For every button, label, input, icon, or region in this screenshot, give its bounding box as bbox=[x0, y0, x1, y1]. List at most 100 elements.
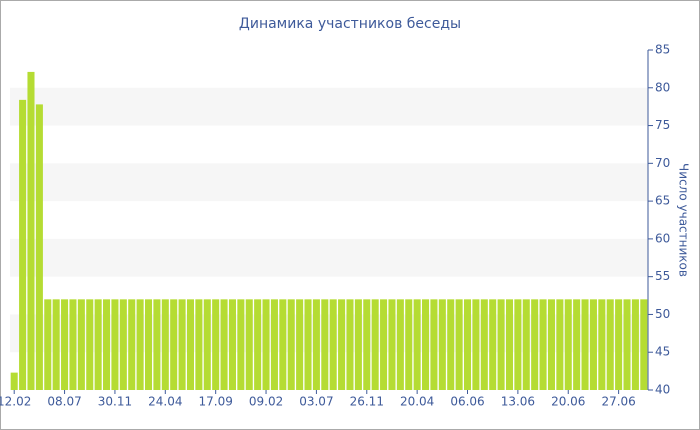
bar bbox=[136, 299, 144, 390]
bar bbox=[447, 299, 455, 390]
x-tick-label: 08.07 bbox=[47, 395, 81, 409]
x-tick-label: 26.11 bbox=[350, 395, 384, 409]
bar bbox=[363, 299, 371, 390]
bar bbox=[531, 299, 539, 390]
bar bbox=[589, 299, 597, 390]
x-tick-label: 27.06 bbox=[601, 395, 635, 409]
x-tick-label: 20.06 bbox=[551, 395, 585, 409]
bar bbox=[144, 299, 153, 390]
bar bbox=[346, 299, 354, 390]
y-tick-label: 80 bbox=[655, 80, 670, 94]
bar bbox=[237, 299, 245, 390]
bar bbox=[312, 299, 320, 390]
x-tick-label: 13.06 bbox=[501, 395, 535, 409]
bar bbox=[405, 299, 413, 390]
bar bbox=[203, 299, 211, 390]
bar bbox=[615, 299, 623, 390]
bar bbox=[430, 299, 438, 390]
bar bbox=[573, 299, 581, 390]
bar bbox=[262, 299, 270, 390]
bar bbox=[329, 299, 337, 390]
bar bbox=[103, 299, 111, 390]
bar bbox=[19, 99, 27, 390]
bar bbox=[371, 299, 379, 390]
bar bbox=[195, 299, 203, 390]
x-tick-label: 30.11 bbox=[98, 395, 132, 409]
bar bbox=[640, 299, 648, 390]
bar bbox=[388, 299, 396, 390]
bar bbox=[489, 299, 497, 390]
x-tick-label: 09.02 bbox=[249, 395, 283, 409]
grid-band bbox=[10, 87, 648, 126]
bar bbox=[505, 299, 514, 390]
bar bbox=[380, 299, 388, 390]
bar bbox=[27, 71, 35, 391]
bar bbox=[514, 299, 522, 390]
chart-title: Динамика участников беседы bbox=[239, 16, 461, 32]
x-tick-label: 12.02 bbox=[0, 395, 31, 409]
bar bbox=[44, 299, 52, 390]
bar bbox=[455, 299, 463, 390]
bar bbox=[598, 299, 606, 390]
bar bbox=[522, 299, 530, 390]
x-tick-label: 03.07 bbox=[299, 395, 333, 409]
bar bbox=[581, 299, 589, 390]
x-tick-label: 24.04 bbox=[148, 395, 182, 409]
bar bbox=[94, 299, 102, 390]
bar bbox=[354, 299, 362, 390]
bar bbox=[170, 299, 178, 390]
bar bbox=[296, 299, 304, 390]
bar bbox=[623, 299, 631, 390]
bar bbox=[631, 299, 639, 390]
y-tick-label: 85 bbox=[655, 43, 670, 57]
bar bbox=[287, 299, 295, 390]
bar bbox=[119, 299, 127, 390]
bar bbox=[413, 299, 421, 390]
bar bbox=[61, 299, 69, 390]
bar bbox=[564, 299, 572, 390]
bar bbox=[128, 299, 136, 390]
bar bbox=[186, 299, 195, 390]
bar bbox=[10, 372, 18, 390]
bar bbox=[69, 299, 77, 390]
bar bbox=[338, 299, 346, 390]
x-tick-label: 17.09 bbox=[198, 395, 232, 409]
y-tick-label: 65 bbox=[655, 194, 670, 208]
bar bbox=[212, 299, 220, 390]
bar bbox=[254, 299, 262, 390]
grid-band bbox=[10, 163, 648, 202]
bar bbox=[220, 299, 228, 390]
bar bbox=[270, 299, 278, 390]
bar bbox=[438, 299, 446, 390]
bar bbox=[35, 104, 43, 391]
bar bbox=[480, 299, 488, 390]
bar bbox=[111, 299, 119, 390]
bar bbox=[245, 299, 253, 390]
x-tick-label: 20.04 bbox=[400, 395, 434, 409]
bar bbox=[178, 299, 186, 390]
bar bbox=[86, 299, 94, 390]
y-tick-label: 50 bbox=[655, 307, 670, 321]
bar bbox=[77, 299, 85, 390]
bar bbox=[547, 299, 555, 390]
y-tick-label: 75 bbox=[655, 118, 670, 132]
y-tick-label: 40 bbox=[655, 383, 670, 397]
bar bbox=[539, 299, 547, 390]
bar bbox=[606, 299, 614, 390]
y-tick-label: 45 bbox=[655, 345, 670, 359]
bar bbox=[422, 299, 430, 390]
y-tick-label: 55 bbox=[655, 269, 670, 283]
y-tick-label: 60 bbox=[655, 231, 670, 245]
bar bbox=[279, 299, 287, 390]
bar bbox=[321, 299, 329, 390]
bar bbox=[556, 299, 564, 390]
bar bbox=[153, 299, 161, 390]
bar bbox=[52, 299, 60, 390]
x-tick-label: 06.06 bbox=[450, 395, 484, 409]
bar bbox=[304, 299, 312, 390]
bar bbox=[472, 299, 480, 390]
y-axis-title: Число участников bbox=[677, 163, 691, 277]
bar bbox=[228, 299, 236, 390]
bar bbox=[396, 299, 404, 390]
